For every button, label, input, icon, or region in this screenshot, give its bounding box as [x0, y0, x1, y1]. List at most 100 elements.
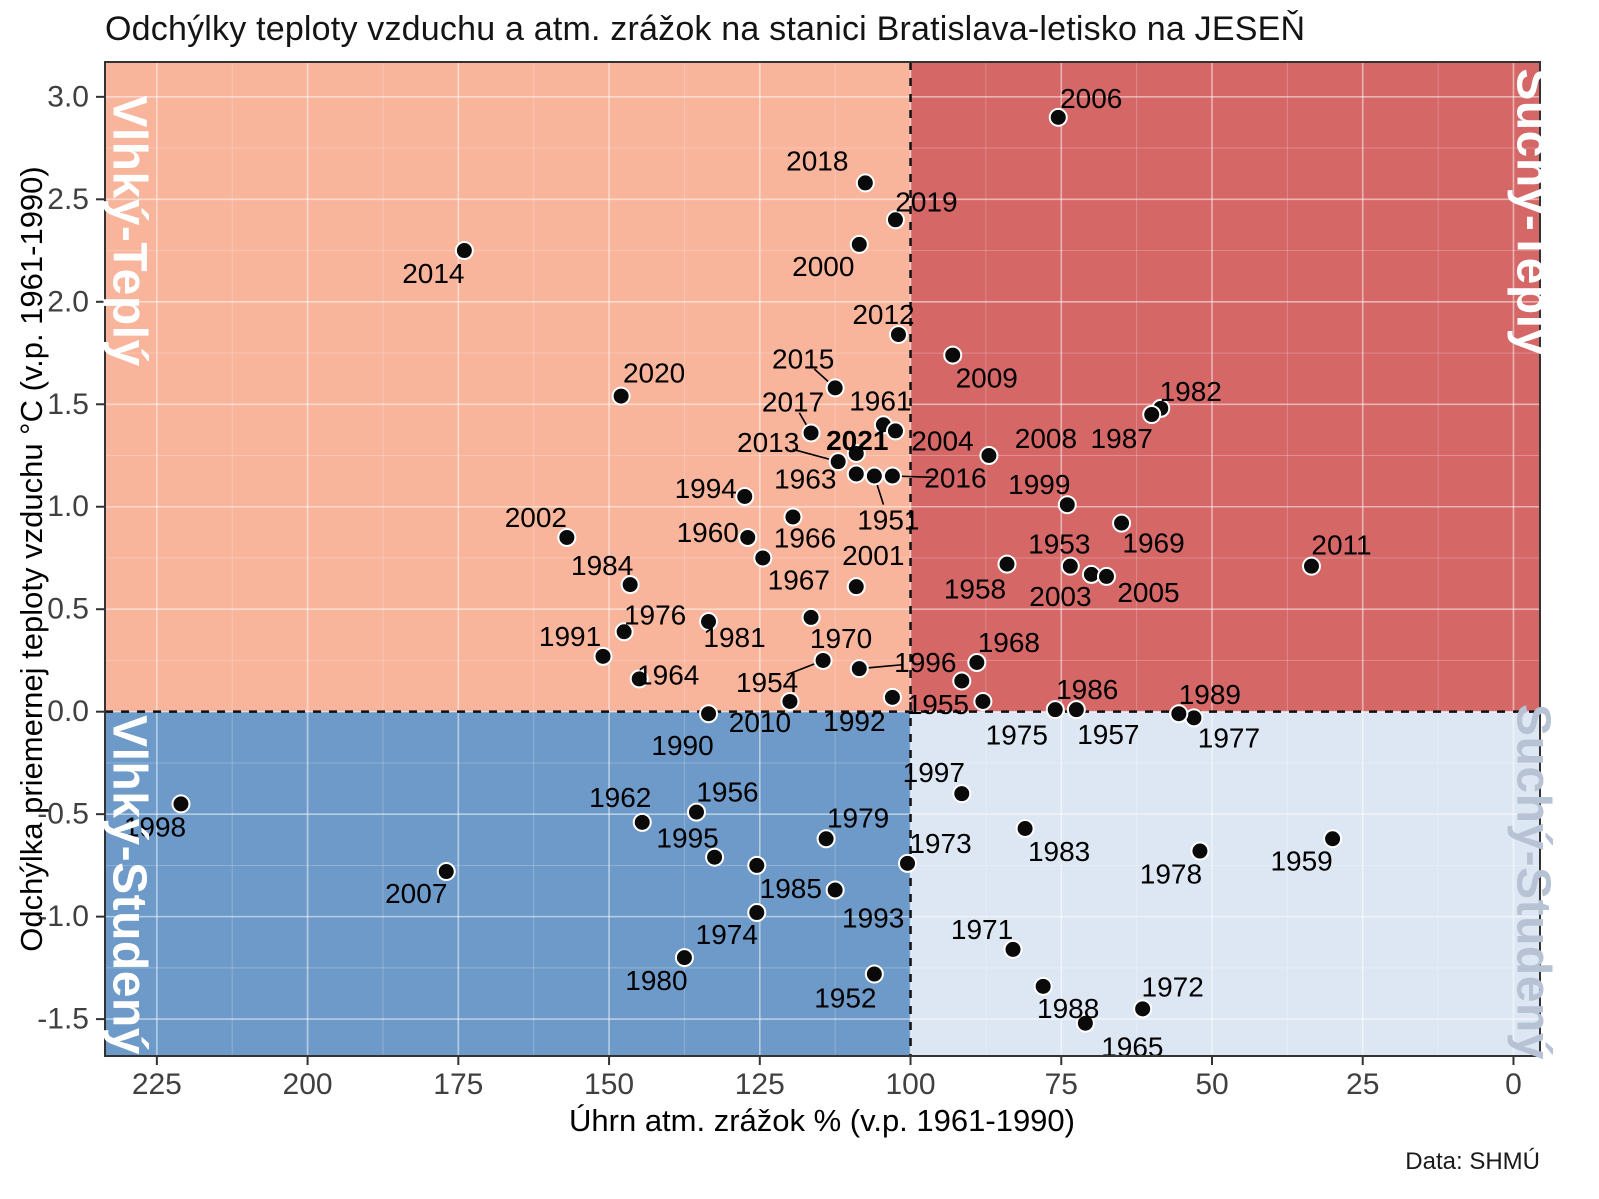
data-point-1974	[747, 903, 767, 923]
data-source-caption: Data: SHMÚ	[1405, 1148, 1540, 1175]
y-tick-label--0.5: -0.5	[37, 798, 89, 831]
year-label-1967: 1967	[768, 564, 830, 595]
year-label-1955: 1955	[907, 689, 969, 720]
data-point-1984	[620, 575, 640, 595]
data-point-1978	[1190, 841, 1210, 861]
year-label-1982: 1982	[1160, 376, 1222, 407]
x-tick-label-100: 100	[885, 1068, 935, 1101]
quadrant-rect-bottom-left	[105, 711, 911, 1056]
year-label-1972: 1972	[1142, 971, 1204, 1002]
year-label-2010: 2010	[729, 707, 791, 738]
data-point-2001	[846, 577, 866, 597]
year-label-1974: 1974	[696, 919, 758, 950]
year-label-1970: 1970	[810, 623, 872, 654]
y-tick-label-0.0: 0.0	[47, 695, 89, 728]
year-label-1996: 1996	[894, 647, 956, 678]
data-point-2000	[849, 234, 869, 254]
year-label-1987: 1987	[1091, 423, 1153, 454]
year-label-1998: 1998	[124, 811, 186, 842]
year-label-1999: 1999	[1008, 469, 1070, 500]
year-label-1994: 1994	[675, 473, 737, 504]
year-label-1983: 1983	[1028, 836, 1090, 867]
quadrant-label-wet-warm: Vlhký-Teplý	[102, 95, 156, 367]
year-label-2000: 2000	[792, 251, 854, 282]
data-point-2009	[943, 345, 963, 365]
year-label-1962: 1962	[589, 782, 651, 813]
data-point-1970	[801, 607, 821, 627]
quadrant-label-wet-cold: Vlhký-Studený	[102, 715, 156, 1055]
data-point-1996	[849, 659, 869, 679]
data-point-1955	[973, 691, 993, 711]
year-label-1997: 1997	[903, 757, 965, 788]
data-point-2007	[436, 862, 456, 882]
year-label-2002: 2002	[505, 502, 567, 533]
data-point-2018	[855, 173, 875, 193]
year-label-1966: 1966	[774, 522, 836, 553]
year-label-1959: 1959	[1270, 845, 1332, 876]
year-label-2018: 2018	[786, 145, 848, 176]
quadrant-rect-bottom-right	[910, 711, 1540, 1056]
y-tick-label-1.5: 1.5	[47, 388, 89, 421]
year-label-1989: 1989	[1179, 679, 1241, 710]
data-point-1983	[1015, 819, 1035, 839]
year-label-2017: 2017	[762, 386, 824, 417]
year-label-1964: 1964	[637, 659, 699, 690]
data-point-1976	[614, 622, 634, 642]
y-tick-label-1.0: 1.0	[47, 490, 89, 523]
quadrant-label-dry-cold: Suchý-Studený	[1506, 704, 1560, 1060]
year-label-2008: 2008	[1015, 423, 1077, 454]
data-point-2010	[780, 691, 800, 711]
x-tick-label-0: 0	[1505, 1068, 1522, 1101]
data-point-2005	[1096, 566, 1116, 586]
year-label-1973: 1973	[909, 828, 971, 859]
data-point-1959	[1323, 829, 1343, 849]
year-label-1952: 1952	[814, 983, 876, 1014]
year-label-1979: 1979	[827, 802, 889, 833]
year-label-2014: 2014	[402, 258, 464, 289]
data-points	[171, 107, 1343, 1033]
data-point-1999	[1057, 495, 1077, 515]
year-label-1968: 1968	[978, 627, 1040, 658]
year-label-1993: 1993	[842, 902, 904, 933]
data-point-2020	[611, 386, 631, 406]
data-point-1993	[825, 880, 845, 900]
x-tick-label-50: 50	[1195, 1068, 1228, 1101]
year-label-2006: 2006	[1060, 83, 1122, 114]
year-label-1986: 1986	[1056, 674, 1118, 705]
data-point-1963	[846, 464, 866, 484]
data-point-2004	[885, 421, 905, 441]
data-point-2011	[1301, 556, 1321, 576]
year-label-1990: 1990	[651, 730, 713, 761]
data-point-1991	[593, 646, 613, 666]
x-tick-label-150: 150	[584, 1068, 634, 1101]
chart-title: Odchýlky teploty vzduchu a atm. zrážok n…	[105, 10, 1306, 48]
quadrant-rect-top-left	[105, 62, 911, 712]
year-label-1981: 1981	[703, 622, 765, 653]
year-label-1969: 1969	[1122, 528, 1184, 559]
year-label-2007: 2007	[385, 878, 447, 909]
year-label-1992: 1992	[823, 706, 885, 737]
data-point-1986	[1045, 700, 1065, 720]
data-point-1989	[1169, 704, 1189, 724]
reference-dashed-lines	[105, 62, 1540, 1056]
year-label-1958: 1958	[944, 574, 1006, 605]
year-label-2021: 2021	[826, 425, 888, 456]
data-point-1988	[1033, 976, 1053, 996]
data-point-1973	[898, 853, 918, 873]
data-point-1971	[1003, 939, 1023, 959]
data-point-1953	[1060, 556, 1080, 576]
data-point-1968	[967, 652, 987, 672]
year-label-2012: 2012	[852, 299, 914, 330]
data-point-1964	[629, 669, 649, 689]
data-point-1987	[1142, 405, 1162, 425]
data-point-2008	[979, 446, 999, 466]
data-point-2012	[888, 325, 908, 345]
year-label-2005: 2005	[1117, 577, 1179, 608]
year-label-1961: 1961	[849, 385, 911, 416]
year-label-2003: 2003	[1029, 581, 1091, 612]
year-label-1965: 1965	[1101, 1032, 1163, 1063]
quadrant-label-dry-warm: Suchý-Teplý	[1506, 68, 1560, 356]
data-point-2015	[825, 378, 845, 398]
